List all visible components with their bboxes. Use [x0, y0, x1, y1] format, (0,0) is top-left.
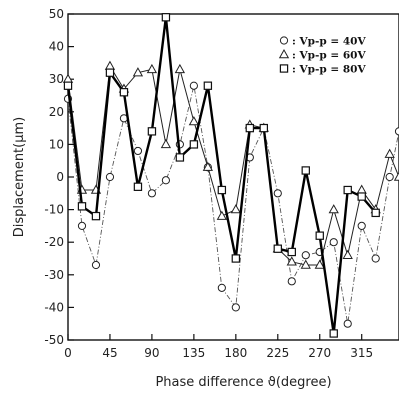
- y-tick-label: -40: [44, 300, 64, 314]
- series-line-2: [67, 64, 399, 266]
- series-2-marker: [342, 249, 353, 259]
- legend-1-marker: [279, 36, 289, 45]
- series-1-marker: [301, 251, 310, 260]
- legend-2-marker: [278, 48, 290, 59]
- series-1-marker: [231, 303, 240, 312]
- y-tick-label: -50: [44, 333, 64, 347]
- series-3-marker: [203, 81, 213, 90]
- series-2-marker: [146, 63, 158, 74]
- series-3-marker: [147, 127, 157, 136]
- series-1-marker: [371, 254, 380, 263]
- y-tick-label: 40: [49, 40, 64, 54]
- series-2-marker: [286, 256, 297, 266]
- x-tick-label: 180: [224, 346, 247, 360]
- series-3-marker: [273, 244, 282, 253]
- series-3-marker: [175, 153, 185, 162]
- series-3-marker: [357, 192, 366, 201]
- x-tick-label: 45: [102, 346, 117, 360]
- series-1-marker: [133, 146, 143, 156]
- series-3-marker: [119, 88, 129, 97]
- y-tick-label: -30: [44, 268, 64, 282]
- series-3-marker: [301, 166, 310, 175]
- series-2-marker: [328, 204, 339, 214]
- series-2-marker: [202, 161, 214, 171]
- series-3-marker: [91, 211, 101, 221]
- axes: -50 -40 -30 -20 -10 0 10 20 30 40 50 0 45 90 135 180 225…: [12, 7, 399, 390]
- series-1-marker: [91, 260, 101, 270]
- series-3-marker: [315, 231, 324, 240]
- x-tick-label: 315: [350, 346, 373, 360]
- y-tick-label: -20: [44, 235, 64, 249]
- series-3-marker: [133, 182, 143, 191]
- series-1-marker: [385, 172, 394, 182]
- series-3: [63, 13, 380, 338]
- x-tick-label: 270: [308, 346, 331, 360]
- series-2-marker: [384, 148, 395, 158]
- x-axis-label: Phase difference ϑ(degree): [155, 375, 331, 390]
- series-3-marker: [245, 123, 255, 133]
- series-1-marker: [343, 319, 352, 328]
- series-1-marker: [105, 172, 115, 182]
- series-1-marker: [217, 283, 226, 292]
- series-3-marker: [77, 202, 87, 211]
- series-2-marker: [160, 138, 172, 149]
- series-1-marker: [394, 127, 399, 136]
- x-tick-label: 90: [144, 346, 159, 360]
- series-3-marker: [231, 254, 241, 263]
- series-3-marker: [63, 81, 73, 90]
- series-3-marker: [329, 329, 338, 338]
- y-axis-label: Displacement(μm): [12, 117, 27, 237]
- series-1-marker: [161, 176, 171, 185]
- series-3-marker: [371, 208, 380, 218]
- series-1-marker: [189, 81, 198, 90]
- y-tick-label: -10: [44, 203, 64, 217]
- series-2-marker: [174, 63, 186, 74]
- series-2-marker: [62, 73, 74, 83]
- series-3-marker: [105, 68, 115, 77]
- series-2-marker: [132, 67, 144, 77]
- series-3-marker: [287, 247, 296, 257]
- series-1-marker: [329, 238, 338, 247]
- series-3-marker: [217, 185, 227, 195]
- series-2-marker: [230, 204, 241, 214]
- series-2-marker: [356, 184, 367, 194]
- series-1: [63, 81, 399, 328]
- series-1-marker: [273, 189, 282, 198]
- x-tick-label: 225: [266, 346, 289, 360]
- legend-label: : Vp-p = 40V: [292, 36, 366, 48]
- series-3-marker: [161, 13, 171, 22]
- series-layer: [62, 13, 399, 338]
- series-1-marker: [77, 221, 87, 230]
- series-2-marker: [188, 116, 200, 126]
- series-2-marker: [300, 259, 311, 269]
- y-tick-label: 10: [49, 137, 64, 151]
- y-tick-label: 20: [49, 105, 64, 119]
- series-1-marker: [147, 189, 157, 198]
- series-2-marker: [104, 60, 116, 70]
- y-tick-label: 50: [49, 7, 64, 21]
- legend: : Vp-p = 40V : Vp-p = 60V : Vp-p = 80V: [278, 36, 366, 76]
- series-1-marker: [287, 277, 296, 286]
- x-tick-label: 135: [182, 346, 205, 360]
- legend-3-marker: [279, 64, 289, 73]
- series-3-marker: [189, 140, 199, 149]
- series-3-marker: [259, 123, 269, 133]
- x-tick-label: 0: [64, 346, 72, 360]
- series-1-marker: [357, 221, 366, 230]
- series-line-1: [67, 85, 399, 324]
- series-2-marker: [393, 171, 399, 181]
- y-tick-label: 30: [49, 72, 64, 86]
- legend-label: : Vp-p = 80V: [292, 64, 366, 76]
- y-tick-label: 0: [56, 170, 64, 184]
- series-3-marker: [343, 185, 352, 195]
- legend-label: : Vp-p = 60V: [292, 50, 366, 62]
- series-2-marker: [314, 259, 325, 269]
- series-2-marker: [216, 210, 227, 220]
